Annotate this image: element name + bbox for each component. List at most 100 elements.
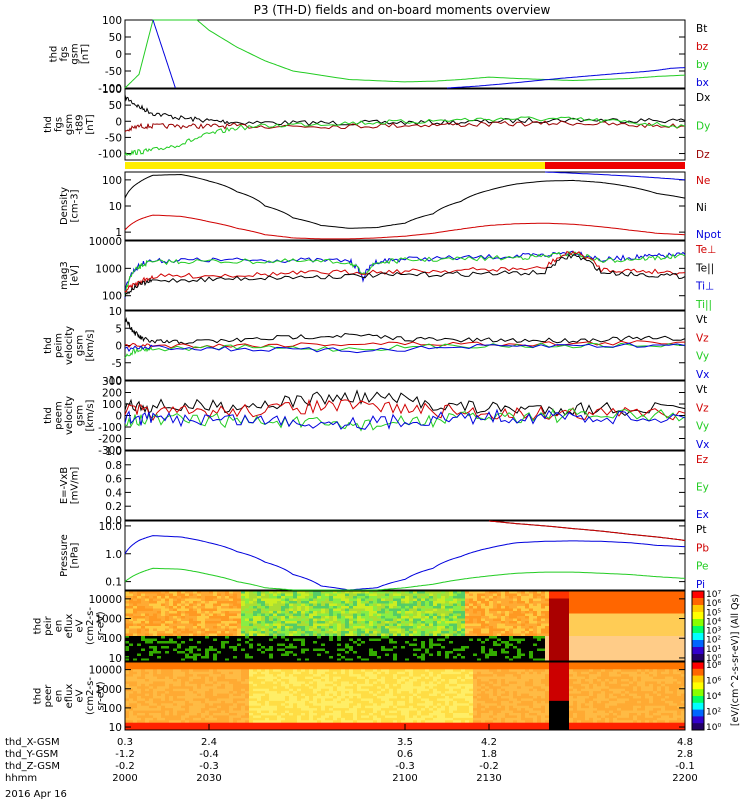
heatmap-cell [637, 618, 642, 622]
heatmap-cell [477, 648, 482, 652]
heatmap-cell [465, 613, 470, 617]
heatmap-cell [129, 618, 134, 622]
heatmap-cell [589, 613, 594, 617]
y-tick-label: -10 [105, 375, 122, 387]
heatmap-cell [241, 688, 246, 692]
heatmap-cell [213, 591, 218, 594]
heatmap-cell [189, 696, 194, 699]
heatmap-cell [173, 606, 178, 609]
heatmap-cell [253, 596, 258, 599]
heatmap-cell [533, 611, 538, 614]
heatmap-cell [349, 656, 354, 659]
heatmap-cell [177, 608, 182, 612]
heatmap-cell [409, 611, 414, 614]
heatmap-cell [641, 626, 646, 629]
heatmap-cell [389, 636, 394, 639]
heatmap-cell [141, 681, 146, 685]
heatmap-cell [521, 616, 526, 619]
heatmap-cell [413, 596, 418, 599]
heatmap-cell [269, 611, 274, 614]
heatmap-cell [213, 636, 218, 639]
heatmap-cell [345, 616, 350, 619]
heatmap-cell [233, 662, 238, 665]
heatmap-cell [409, 598, 414, 602]
heatmap-cell [597, 596, 602, 599]
heatmap-cell [373, 598, 378, 602]
heatmap-cell [133, 671, 138, 675]
heatmap-cell [329, 621, 334, 624]
heatmap-cell [181, 693, 186, 697]
heatmap-cell [441, 656, 446, 659]
heatmap-cell [173, 683, 178, 687]
heatmap-cell [205, 643, 210, 647]
heatmap-cell [449, 613, 454, 617]
heatmap-cell [673, 613, 678, 617]
heatmap-cell [157, 606, 162, 609]
heatmap-cell [317, 656, 322, 659]
heatmap-cell [393, 653, 398, 657]
heatmap-cell [469, 633, 474, 637]
heatmap-cell [681, 638, 686, 642]
heatmap-cell [141, 708, 146, 711]
heatmap-cell [621, 598, 626, 602]
heatmap-cell [325, 628, 330, 632]
heatmap-cell [169, 679, 174, 682]
heatmap-cell [229, 633, 234, 637]
heatmap-cell [445, 651, 450, 654]
heatmap-cell [629, 603, 634, 607]
heatmap-cell [165, 658, 170, 662]
heatmap-cell [445, 611, 450, 614]
heatmap-cell [177, 603, 182, 607]
heatmap-cell [577, 646, 582, 649]
heatmap-cell [457, 631, 462, 634]
heatmap-cell [665, 593, 670, 597]
heatmap-cell [125, 664, 130, 668]
heatmap-cell [377, 651, 382, 654]
heatmap-cell [541, 621, 546, 624]
heatmap-cell [529, 618, 534, 622]
heatmap-cell [485, 593, 490, 597]
heatmap-cell [297, 641, 302, 644]
heatmap-cell [457, 646, 462, 649]
heatmap-cell [221, 679, 226, 682]
heatmap-cell [169, 616, 174, 619]
heatmap-cell [681, 623, 686, 627]
heatmap-cell [497, 603, 502, 607]
heatmap-cell [501, 601, 506, 604]
heatmap-cell [185, 601, 190, 604]
heatmap-cell [193, 616, 198, 619]
heatmap-cell [269, 596, 274, 599]
heatmap-cell [445, 631, 450, 634]
heatmap-cell [297, 598, 302, 602]
heatmap-cell [221, 710, 226, 714]
heatmap-cell [637, 603, 642, 607]
heatmap-cell [165, 591, 170, 594]
heatmap-cell [229, 713, 234, 716]
heatmap-cell [677, 651, 682, 654]
heatmap-cell [265, 656, 270, 659]
heatmap-cell [653, 596, 658, 599]
heatmap-cell [489, 621, 494, 624]
heatmap-cell [469, 653, 474, 657]
heatmap-cell [553, 641, 558, 644]
heatmap-cell [557, 633, 562, 637]
heatmap-cell [337, 643, 342, 647]
heatmap-cell [193, 618, 198, 622]
heatmap-cell [485, 651, 490, 654]
y-axis-label-line: (cm2-s- [85, 607, 96, 645]
heatmap-cell [341, 606, 346, 609]
heatmap-cell [369, 626, 374, 629]
heatmap-cell [193, 708, 198, 711]
heatmap-cell [197, 691, 202, 694]
heatmap-cell [625, 656, 630, 659]
heatmap-cell [153, 666, 158, 670]
heatmap-cell [617, 611, 622, 614]
heatmap-cell [409, 648, 414, 652]
heatmap-cell [221, 591, 226, 594]
heatmap-cell [557, 616, 562, 619]
heatmap-cell [605, 623, 610, 627]
heatmap-cell [249, 656, 254, 659]
heatmap-cell [205, 601, 210, 604]
heatmap-cell [229, 679, 234, 682]
heatmap-cell [241, 623, 246, 627]
